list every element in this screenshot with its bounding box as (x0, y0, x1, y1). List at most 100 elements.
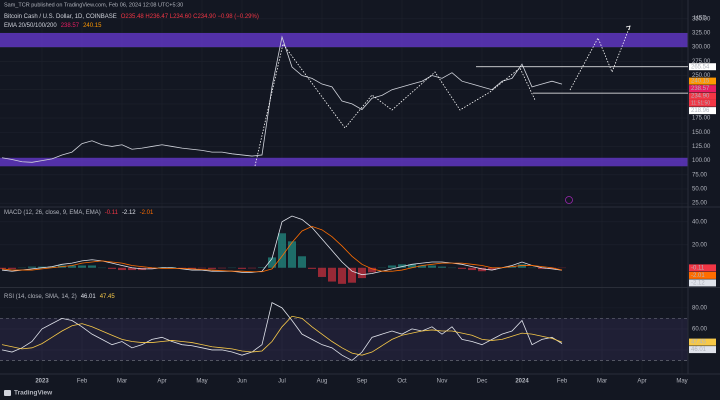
y-tick-label: 300.00 (692, 45, 711, 51)
y-tick-label: 125.00 (692, 144, 711, 150)
countdown-box (689, 99, 716, 107)
value-marker (689, 338, 716, 346)
histogram-bar (288, 241, 296, 268)
plot-layer: 2023 Feb Mar Apr May Jun Jul Aug Sep Oct Nov Dec 202… (0, 16, 716, 385)
price-marker-label: 240.15 (691, 79, 710, 85)
event-icon (565, 196, 573, 204)
pattern-drawing (254, 43, 536, 167)
histogram-bar (0, 267, 6, 269)
macd-hist-value: -0.11 (105, 210, 119, 216)
histogram-bar (28, 266, 36, 268)
y-tick-label: 60.00 (692, 326, 708, 332)
histogram-bar (508, 266, 516, 268)
macd-value: -2.12 (122, 210, 136, 216)
macd-line (1, 225, 563, 273)
x-tick-label: 2023 (35, 379, 49, 385)
ema-title: EMA 20/50/100/200 (4, 23, 57, 29)
x-tick-label: Oct (397, 379, 407, 385)
currency-label: USD (694, 16, 707, 22)
y-tick-label: 25.00 (692, 201, 708, 207)
logo: TradingView (14, 390, 53, 397)
macd-title: MACD (12, 26, close, 9, EMA, EMA) (4, 210, 101, 216)
histogram-bar (438, 266, 446, 268)
x-tick-label: May (196, 379, 207, 385)
histogram-bar (248, 267, 256, 269)
histogram-bar (348, 267, 356, 283)
price-marker (689, 85, 716, 93)
rsi-band (0, 318, 688, 361)
y-tick-label: 350.00 (692, 16, 711, 22)
histogram-bar (78, 265, 86, 268)
histogram-bar (128, 267, 136, 271)
histogram-bar (408, 264, 416, 268)
price-legend: Bitcoin Cash / U.S. Dollar, 1D, COINBASE… (4, 14, 259, 20)
price-marker (689, 107, 716, 115)
value-marker-label: -2.12 (691, 280, 705, 286)
publisher: Sam_TCR published on TradingView.com, Fe… (4, 2, 183, 8)
histogram-bar (368, 267, 376, 273)
zone (0, 32, 688, 48)
histogram-bar (268, 257, 276, 268)
y-tick-label: 80.00 (692, 305, 708, 311)
projection-drawing (569, 25, 631, 91)
value-marker (689, 271, 716, 279)
price-marker (689, 63, 716, 71)
y-tick-label: 250.00 (692, 73, 711, 79)
value-marker-label: 46.01 (691, 347, 707, 353)
x-tick-label: Feb (77, 379, 88, 385)
ema-value: 240.15 (83, 23, 102, 29)
x-tick-label: Jun (237, 379, 247, 385)
histogram-bar (238, 267, 246, 269)
histogram-bar (88, 265, 96, 268)
value-marker (689, 264, 716, 272)
x-tick-label: Nov (437, 379, 448, 385)
histogram-bar (48, 266, 56, 268)
projection-arrow (625, 25, 631, 31)
macd-legend: MACD (12, 26, close, 9, EMA, EMA) -0.11 -2… (4, 210, 154, 216)
histogram-bar (298, 256, 306, 268)
signal-value: -2.01 (140, 210, 154, 216)
price-marker-label: 218.96 (691, 108, 710, 114)
x-tick-label: Mar (597, 379, 607, 385)
histogram-bar (538, 267, 546, 269)
value-marker (689, 279, 716, 287)
histogram-bar (358, 267, 366, 279)
histogram-bar (388, 265, 396, 268)
rsi-line (1, 315, 563, 356)
histogram-bar (428, 265, 436, 268)
histogram-bar (308, 267, 316, 269)
x-tick-label: Apr (637, 379, 646, 385)
logo-icon (4, 390, 11, 396)
histogram-bar (338, 267, 346, 284)
y-tick-label: 50.00 (692, 187, 708, 193)
price-marker (689, 92, 716, 100)
histogram-bar (208, 267, 216, 269)
y-tick-label: 40.00 (692, 219, 708, 225)
x-tick-label: Apr (157, 379, 166, 385)
rsi-line (1, 302, 563, 361)
y-tick-label: 275.00 (692, 59, 711, 65)
histogram-bar (278, 233, 286, 268)
x-tick-label: May (676, 379, 687, 385)
histogram-bar (418, 265, 426, 268)
price-marker-label: 238.57 (691, 86, 710, 92)
x-tick-label: Sep (357, 379, 368, 385)
histogram-bar (458, 267, 466, 269)
histogram-bar (258, 267, 266, 268)
ema-legend: EMA 20/50/100/200 238.57 240.15 (4, 23, 102, 29)
histogram-bar (188, 267, 196, 269)
value-marker (689, 346, 716, 354)
y-tick-label: 175.00 (692, 116, 711, 122)
histogram-bar (218, 267, 226, 269)
background-layer (0, 0, 688, 374)
histogram-bar (318, 267, 326, 277)
x-tick-label: Jul (278, 379, 286, 385)
x-tick-label: Mar (117, 379, 127, 385)
histogram-bar (518, 264, 526, 268)
histogram-bar (488, 267, 496, 271)
symbol-title: Bitcoin Cash / U.S. Dollar, 1D, COINBASE (4, 14, 117, 20)
histogram-bar (548, 267, 556, 269)
histogram-bar (118, 267, 126, 271)
y-tick-label: 20.00 (692, 242, 708, 248)
